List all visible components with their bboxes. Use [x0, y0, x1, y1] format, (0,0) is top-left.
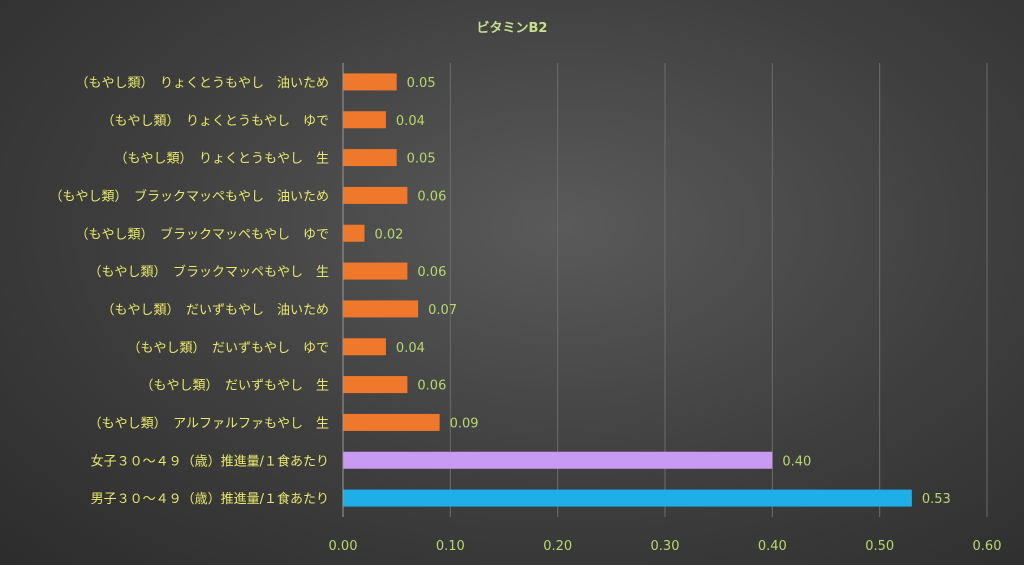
bar: [343, 489, 912, 507]
category-label: 女子３０～４９（歳）推進量/１食あたり: [91, 453, 329, 469]
chart-title: ビタミンB2: [477, 20, 548, 36]
x-tick-label: 0.40: [758, 539, 787, 554]
x-tick-label: 0.50: [865, 539, 894, 554]
bar: [343, 376, 408, 394]
category-label: （もやし類） アルファルファもやし 生: [89, 416, 329, 431]
category-labels: （もやし類） りょくとうもやし 油いため （もやし類） りょくとうもやし ゆで （も…: [49, 76, 329, 507]
category-label: （もやし類） ブラックマッペもやし 油いため: [49, 188, 329, 204]
data-label: 0.09: [450, 416, 479, 431]
data-label: 0.02: [374, 227, 403, 242]
bars: [343, 73, 912, 507]
bar: [343, 149, 397, 167]
x-tick-label: 0.00: [329, 539, 358, 554]
x-tick-label: 0.10: [436, 539, 465, 554]
bar: [343, 300, 419, 318]
category-label: （もやし類） りょくとうもやし 油いため: [75, 76, 329, 91]
data-label: 0.04: [396, 114, 425, 129]
category-label: （もやし類） りょくとうもやし ゆで: [101, 114, 329, 129]
category-label: （もやし類） ブラックマッペもやし 生: [88, 264, 329, 280]
category-label: （もやし類） ブラックマッペもやし ゆで: [75, 226, 329, 242]
bar: [343, 186, 408, 204]
x-axis-ticks: 0.00 0.10 0.20 0.30 0.40 0.50 0.60: [329, 539, 1002, 554]
category-label: （もやし類） だいずもやし ゆで: [127, 341, 329, 356]
data-label: 0.05: [407, 76, 436, 91]
gridlines: [449, 63, 988, 517]
bar: [343, 73, 397, 91]
bar: [343, 413, 440, 431]
bar: [343, 111, 386, 129]
x-tick-label: 0.30: [651, 539, 680, 554]
bar: [343, 451, 773, 469]
value-labels: 0.05 0.04 0.05 0.06 0.02 0.06 0.07 0.04 0.06 0.09…: [374, 76, 950, 507]
bar: [343, 224, 365, 242]
category-label: （もやし類） りょくとうもやし 生: [114, 152, 329, 167]
data-label: 0.05: [407, 152, 436, 167]
data-label: 0.06: [417, 265, 446, 280]
x-tick-label: 0.60: [973, 539, 1002, 554]
data-label: 0.04: [396, 341, 425, 356]
bar: [343, 262, 408, 280]
x-tick-label: 0.20: [543, 539, 572, 554]
category-label: （もやし類） だいずもやし 油いため: [101, 303, 329, 318]
data-label: 0.53: [922, 492, 951, 507]
bar: [343, 338, 386, 356]
data-label: 0.07: [428, 303, 457, 318]
data-label: 0.06: [417, 379, 446, 394]
category-label: 男子３０～４９（歳）推進量/１食あたり: [91, 491, 329, 507]
data-label: 0.40: [782, 454, 811, 469]
category-label: （もやし類） だいずもやし 生: [140, 379, 329, 394]
data-label: 0.06: [417, 189, 446, 204]
